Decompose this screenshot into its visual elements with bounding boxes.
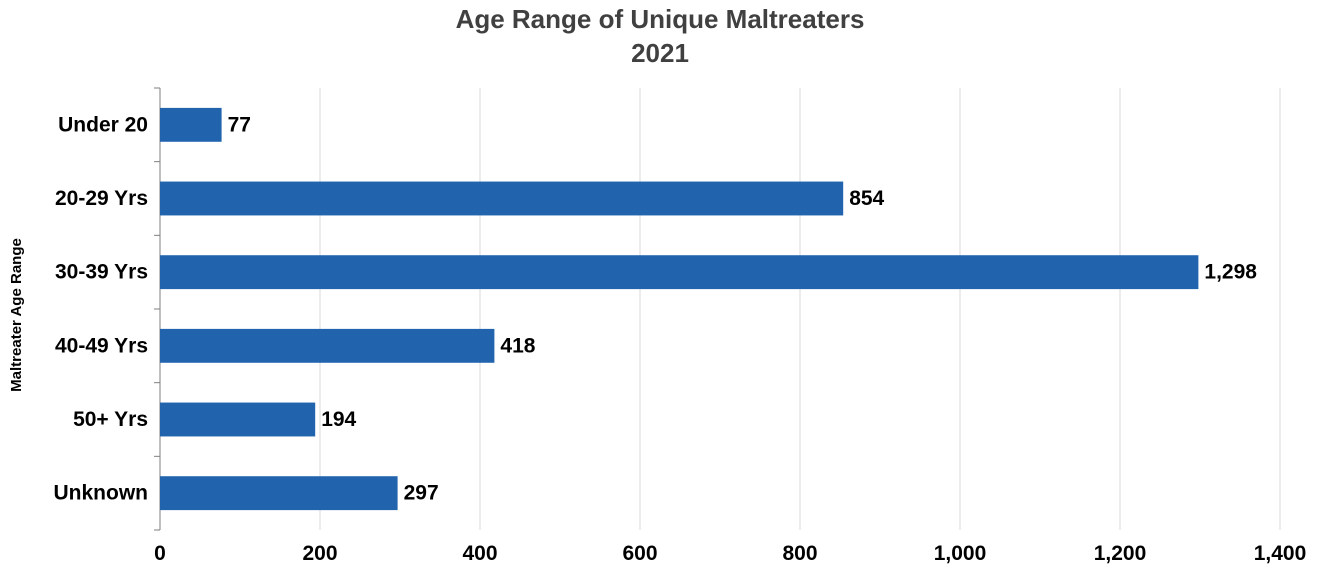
category-label-1: 20-29 Yrs	[55, 187, 148, 210]
x-tick-label-5: 1,000	[934, 542, 987, 565]
bar-1	[160, 181, 844, 216]
x-tick-label-2: 400	[462, 542, 497, 565]
data-label-4: 194	[321, 408, 356, 431]
chart-title: Age Range of Unique Maltreaters	[455, 4, 865, 34]
data-label-5: 297	[404, 482, 439, 505]
bar-2	[160, 255, 1199, 290]
data-label-0: 77	[228, 113, 251, 136]
bar-5	[160, 476, 398, 511]
bar-0	[160, 107, 222, 142]
x-tick-label-3: 600	[622, 542, 657, 565]
category-label-3: 40-49 Yrs	[55, 334, 148, 357]
data-label-2: 1,298	[1204, 261, 1257, 284]
x-tick-label-4: 800	[782, 542, 817, 565]
data-label-1: 854	[849, 187, 884, 210]
data-label-3: 418	[500, 334, 535, 357]
category-label-0: Under 20	[58, 113, 148, 136]
bar-4	[160, 402, 316, 437]
x-tick-label-7: 1,400	[1254, 542, 1307, 565]
x-tick-label-6: 1,200	[1094, 542, 1147, 565]
x-tick-label-0: 0	[154, 542, 166, 565]
category-label-5: Unknown	[54, 482, 149, 505]
y-axis-title: Maltreater Age Range	[8, 238, 25, 392]
x-tick-label-1: 200	[302, 542, 337, 565]
chart-subtitle: 2021	[631, 38, 689, 68]
bar-3	[160, 328, 495, 363]
category-label-4: 50+ Yrs	[73, 408, 148, 431]
category-label-2: 30-39 Yrs	[55, 261, 148, 284]
